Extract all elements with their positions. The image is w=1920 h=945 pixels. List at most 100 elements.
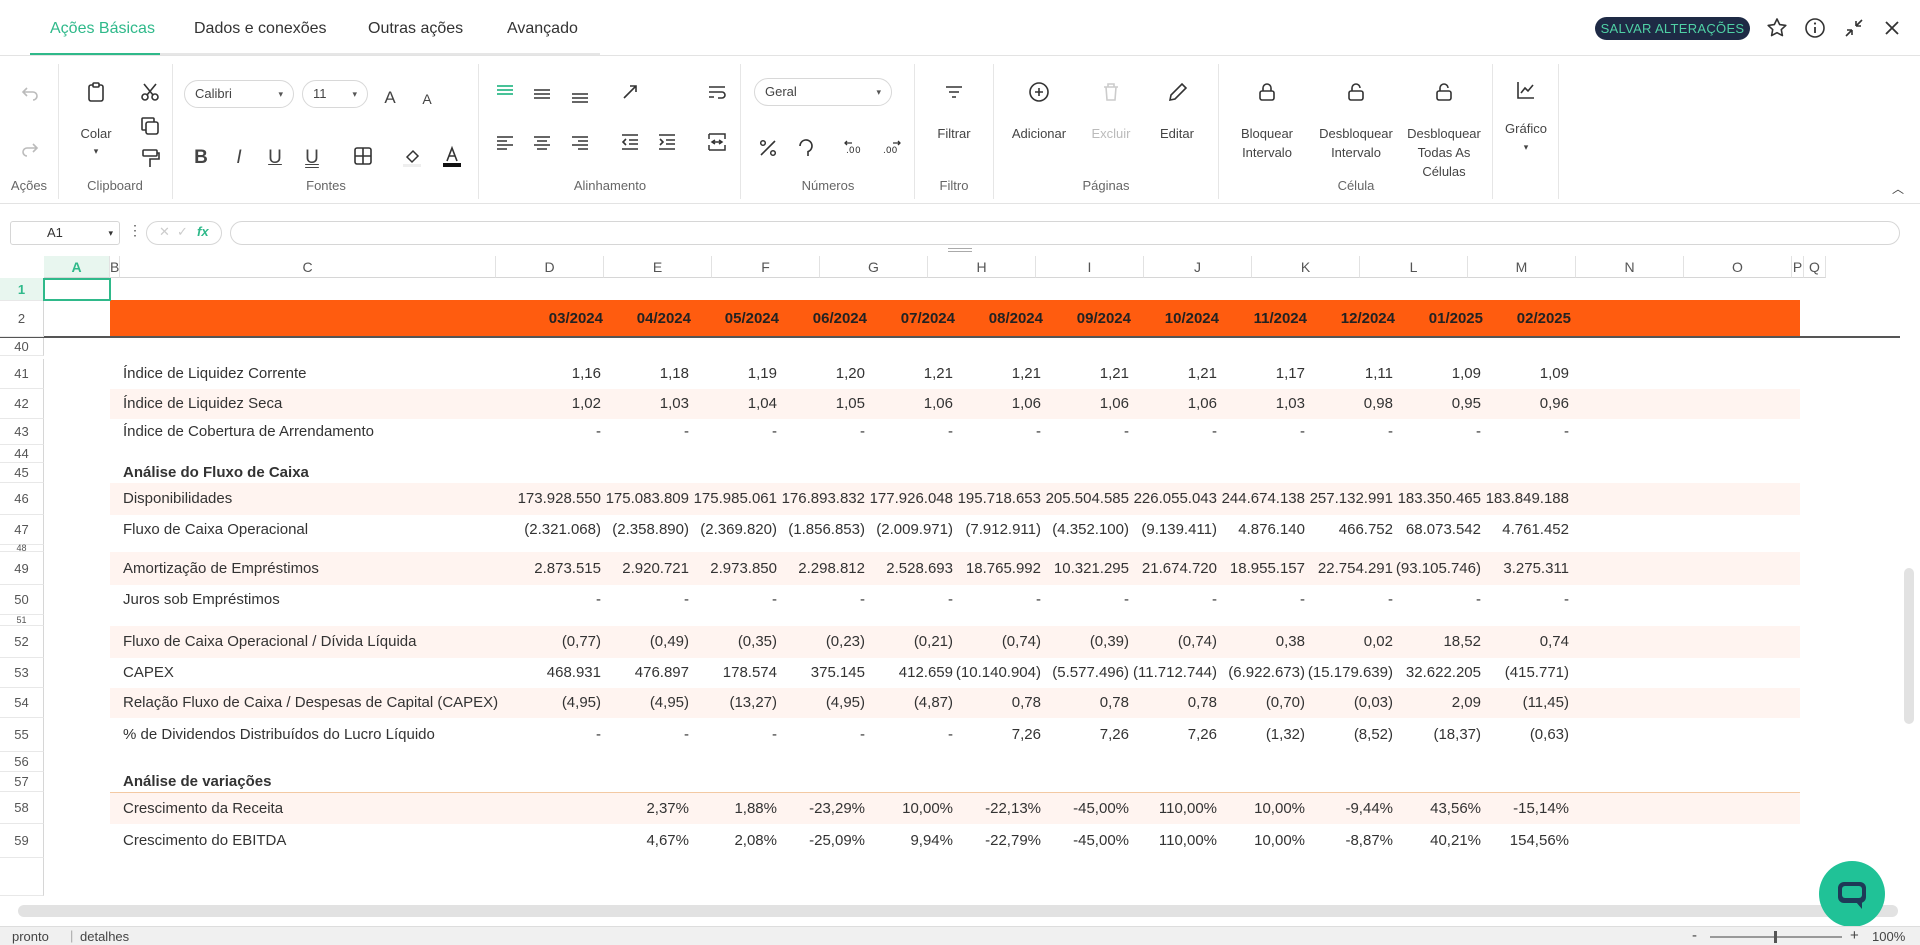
value-cell[interactable]: 257.132.991 bbox=[1309, 490, 1393, 507]
value-cell[interactable]: -23,29% bbox=[809, 800, 865, 817]
value-cell[interactable]: (7.912.911) bbox=[965, 521, 1041, 538]
value-cell[interactable]: (1,32) bbox=[1265, 726, 1305, 743]
value-cell[interactable]: - bbox=[1124, 591, 1129, 608]
value-cell[interactable]: 2,09 bbox=[1451, 694, 1481, 711]
chart-icon[interactable] bbox=[1514, 78, 1538, 102]
value-cell[interactable]: - bbox=[1300, 591, 1305, 608]
value-cell[interactable]: (0,35) bbox=[737, 633, 777, 650]
row-header-49[interactable]: 49 bbox=[0, 552, 44, 585]
value-cell[interactable]: 110,00% bbox=[1158, 832, 1217, 849]
column-header-a[interactable]: A bbox=[44, 256, 110, 278]
value-cell[interactable]: (0,74) bbox=[1001, 633, 1041, 650]
value-cell[interactable]: 2,37% bbox=[646, 800, 689, 817]
value-cell[interactable]: (11,45) bbox=[1522, 694, 1569, 711]
row-header-2[interactable]: 2 bbox=[0, 301, 44, 337]
value-cell[interactable]: 4.761.452 bbox=[1502, 521, 1569, 538]
row-label-cell[interactable]: Crescimento do EBITDA bbox=[123, 832, 287, 849]
value-cell[interactable]: - bbox=[948, 726, 953, 743]
value-cell[interactable]: - bbox=[684, 591, 689, 608]
row-header-55[interactable]: 55 bbox=[0, 718, 44, 752]
align-bottom-icon[interactable] bbox=[568, 84, 592, 108]
zoom-in-icon[interactable]: + bbox=[1850, 927, 1859, 944]
fx-icon[interactable]: fx bbox=[197, 224, 209, 239]
value-cell[interactable]: 412.659 bbox=[898, 664, 953, 681]
value-cell[interactable]: - bbox=[1388, 423, 1393, 440]
column-header-b[interactable]: B bbox=[110, 256, 120, 278]
decrease-indent-icon[interactable] bbox=[618, 130, 642, 154]
value-cell[interactable]: - bbox=[772, 591, 777, 608]
value-cell[interactable]: - bbox=[596, 591, 601, 608]
value-cell[interactable]: - bbox=[1300, 423, 1305, 440]
value-cell[interactable]: - bbox=[860, 591, 865, 608]
value-cell[interactable]: 18,52 bbox=[1443, 633, 1481, 650]
value-cell[interactable]: (5.577.496) bbox=[1052, 664, 1129, 681]
column-header-f[interactable]: F bbox=[712, 256, 820, 278]
row-header-45[interactable]: 45 bbox=[0, 463, 44, 483]
font-size-select[interactable]: 11 ▾ bbox=[302, 80, 368, 108]
period-header-cell[interactable]: 06/2024 bbox=[812, 310, 867, 327]
value-cell[interactable]: (13,27) bbox=[729, 694, 777, 711]
row-header-44[interactable]: 44 bbox=[0, 445, 44, 463]
value-cell[interactable]: (1.856.853) bbox=[788, 521, 865, 538]
italic-icon[interactable]: I bbox=[236, 147, 242, 168]
value-cell[interactable]: - bbox=[1036, 591, 1041, 608]
value-cell[interactable]: 2.873.515 bbox=[534, 560, 601, 577]
row-header-51[interactable]: 51 bbox=[0, 615, 44, 626]
value-cell[interactable]: (93.105.746) bbox=[1395, 560, 1481, 577]
value-cell[interactable]: - bbox=[948, 423, 953, 440]
save-changes-button[interactable]: SALVAR ALTERAÇÕES bbox=[1595, 17, 1750, 40]
double-underline-icon[interactable]: U bbox=[305, 147, 319, 168]
column-header-q[interactable]: Q bbox=[1804, 256, 1826, 278]
value-cell[interactable]: (2.009.971) bbox=[876, 521, 953, 538]
value-cell[interactable]: -22,13% bbox=[985, 800, 1041, 817]
currency-icon[interactable] bbox=[794, 136, 818, 160]
star-icon[interactable] bbox=[1765, 16, 1789, 40]
row-header-54[interactable]: 54 bbox=[0, 688, 44, 718]
zoom-slider-thumb[interactable] bbox=[1774, 931, 1777, 943]
value-cell[interactable]: (2.321.068) bbox=[524, 521, 601, 538]
value-cell[interactable]: 10.321.295 bbox=[1053, 560, 1129, 577]
number-format-select[interactable]: Geral ▾ bbox=[754, 78, 892, 106]
value-cell[interactable]: 2.298.812 bbox=[798, 560, 865, 577]
value-cell[interactable]: 1,04 bbox=[747, 395, 777, 412]
align-right-icon[interactable] bbox=[568, 130, 592, 154]
value-cell[interactable]: 40,21% bbox=[1430, 832, 1481, 849]
row-header-40[interactable]: 40 bbox=[0, 338, 44, 356]
value-cell[interactable]: 0,95 bbox=[1451, 395, 1481, 412]
value-cell[interactable]: 178.574 bbox=[722, 664, 777, 681]
value-cell[interactable]: - bbox=[860, 423, 865, 440]
row-label-cell[interactable]: % de Dividendos Distribuídos do Lucro Lí… bbox=[123, 726, 435, 743]
font-family-select[interactable]: Calibri ▾ bbox=[184, 80, 294, 108]
value-cell[interactable]: 2.528.693 bbox=[886, 560, 953, 577]
name-box[interactable]: A1 ▾ bbox=[10, 221, 120, 245]
value-cell[interactable]: 1,18 bbox=[659, 365, 689, 382]
column-header-i[interactable]: I bbox=[1036, 256, 1144, 278]
close-icon[interactable] bbox=[1880, 16, 1904, 40]
value-cell[interactable]: 0,96 bbox=[1539, 395, 1569, 412]
font-color-icon[interactable] bbox=[440, 144, 464, 168]
row-header-43[interactable]: 43 bbox=[0, 419, 44, 445]
value-cell[interactable]: 375.145 bbox=[810, 664, 865, 681]
value-cell[interactable]: 244.674.138 bbox=[1221, 490, 1305, 507]
value-cell[interactable]: 1,21 bbox=[1187, 365, 1217, 382]
value-cell[interactable]: 1,17 bbox=[1275, 365, 1305, 382]
value-cell[interactable]: (0,21) bbox=[913, 633, 953, 650]
borders-icon[interactable] bbox=[351, 144, 375, 168]
value-cell[interactable]: -15,14% bbox=[1513, 800, 1569, 817]
row-header-53[interactable]: 53 bbox=[0, 658, 44, 688]
value-cell[interactable]: 1,05 bbox=[835, 395, 865, 412]
add-icon[interactable] bbox=[1027, 80, 1051, 104]
value-cell[interactable]: - bbox=[1036, 423, 1041, 440]
chevron-down-icon[interactable]: ▾ bbox=[1523, 142, 1529, 152]
value-cell[interactable]: -45,00% bbox=[1073, 800, 1129, 817]
row-label-cell[interactable]: Fluxo de Caixa Operacional / Dívida Líqu… bbox=[123, 633, 417, 650]
add-page-button[interactable]: Adicionar bbox=[1011, 126, 1067, 141]
active-cell-a1[interactable] bbox=[43, 278, 111, 301]
copy-icon[interactable] bbox=[138, 114, 162, 138]
status-details[interactable]: detalhes bbox=[80, 929, 130, 944]
filter-icon[interactable] bbox=[942, 80, 966, 104]
value-cell[interactable]: 466.752 bbox=[1338, 521, 1393, 538]
value-cell[interactable]: (6.922.673) bbox=[1228, 664, 1305, 681]
value-cell[interactable]: -25,09% bbox=[809, 832, 865, 849]
value-cell[interactable]: 1,09 bbox=[1451, 365, 1481, 382]
